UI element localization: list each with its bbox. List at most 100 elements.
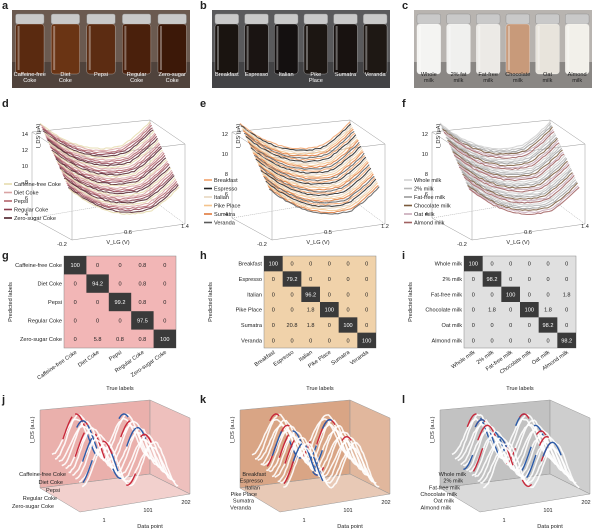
transfer-curve [465, 179, 577, 208]
transfer-curve [463, 173, 574, 202]
jar-label: Sumatra [335, 72, 357, 78]
matrix-value: 0 [546, 277, 549, 283]
transfer-curve [253, 151, 364, 180]
panel-letter-k: k [200, 394, 207, 406]
jar-lid [15, 13, 45, 25]
highlight-segment [102, 440, 113, 455]
chart-3d-coffee-transfer-curves: 12 10 8 6 4 I_DS (μA) -0.2 0.5 1.2 V_LG (V) Breakf… [204, 119, 389, 248]
matrix-value: 94.2 [92, 282, 103, 288]
matrix-value: 1.8 [544, 308, 552, 314]
matrix-value: 0 [528, 262, 531, 268]
jar-label: Regular Coke [127, 72, 147, 84]
row-label: Fat-free milk [431, 292, 462, 298]
category-label: Zero-sugar Coke [12, 504, 54, 510]
legend-label: Chocolate milk [414, 204, 451, 210]
matrix-value: 0 [490, 338, 493, 344]
highlight-segment [82, 459, 93, 483]
transfer-curve [443, 131, 555, 159]
waveform [279, 446, 377, 484]
category-label: Sumatra [233, 499, 255, 505]
x-tick-label: 1.4 [181, 224, 189, 230]
transfer-curve [267, 182, 378, 212]
highlight-segment [112, 468, 123, 479]
matrix-value: 0 [272, 277, 275, 283]
panel-letter-j: j [2, 394, 6, 406]
matrix-cell-high [538, 317, 558, 333]
legend-label: Veranda [214, 221, 236, 227]
z-tick-label: 6 [225, 192, 228, 198]
transfer-curve [242, 128, 354, 157]
highlight-segment [519, 413, 530, 419]
transfer-curve [44, 132, 156, 161]
highlight-segment [271, 431, 283, 457]
legend-label: Pike Place [214, 204, 240, 210]
x-axis-label: Data point [537, 524, 563, 530]
matrix-value: 0.8 [139, 337, 147, 343]
highlight-segment [477, 424, 488, 441]
photo-soda-jars: Caffeine-free Coke Diet Coke Pepsi Regular Cok… [12, 10, 190, 88]
highlight-segment [120, 420, 131, 438]
transfer-curve [467, 182, 578, 211]
matrix-value: 0 [365, 277, 368, 283]
floor [439, 473, 591, 513]
photo-milk-jars: Whole milk 2% fat milk Fat-free milk Chocolate… [414, 10, 592, 88]
row-label: Italian [247, 292, 262, 298]
transfer-curve [61, 169, 173, 198]
jar-liquid [122, 23, 152, 75]
highlight-segment [288, 440, 300, 459]
z-axis-label: I_DS (μA) [236, 124, 242, 149]
axis-line [231, 217, 273, 241]
z-tick-label: 8 [25, 180, 28, 186]
x-tick-label: 1.4 [581, 224, 589, 230]
transfer-curve [457, 160, 568, 189]
matrix-value: 100 [269, 262, 278, 268]
x-tick-label: -0.2 [257, 242, 267, 248]
jar-highlight [53, 26, 56, 70]
highlight-segment [292, 430, 303, 445]
z-tick-label: 12 [422, 132, 428, 138]
matrix-value: 0 [565, 277, 568, 283]
jar-highlight [335, 26, 338, 70]
axis-line [549, 197, 586, 225]
matrix-value: 0 [346, 262, 349, 268]
col-label: Caffeine-free Coke [37, 350, 79, 382]
matrix-value: 0 [490, 262, 493, 268]
jar-highlight [88, 26, 91, 70]
category-label: Pike Place [231, 492, 257, 498]
matrix-value: 1.8 [307, 323, 315, 329]
transfer-curve [48, 142, 160, 170]
row-label: Zero-sugar Coke [20, 337, 62, 343]
axis-line [549, 119, 586, 145]
transfer-curve [444, 132, 556, 161]
matrix-value: 0 [546, 262, 549, 268]
z-axis-label: I_DS (μA) [36, 124, 42, 149]
transfer-curve [249, 143, 361, 172]
highlight-segment [86, 424, 98, 449]
x-tick-label: 101 [343, 508, 352, 514]
matrix-value: 0 [96, 300, 99, 306]
jar-lid [50, 13, 80, 25]
category-label: Regular Coke [23, 496, 57, 502]
matrix-value: 0.8 [139, 300, 147, 306]
panel-letter-c: c [402, 0, 409, 12]
matrix-value: 0 [509, 323, 512, 329]
transfer-curve [255, 156, 367, 185]
z-tick-label: 10 [422, 152, 428, 158]
matrix-value: 0 [472, 292, 475, 298]
jar-liquid [363, 23, 388, 75]
highlight-segment [321, 418, 333, 429]
z-tick-label: 14 [22, 132, 28, 138]
matrix-cell-high [357, 332, 376, 348]
matrix-value: 0 [509, 308, 512, 314]
jar-liquid [303, 23, 328, 75]
highlight-segment [62, 416, 73, 440]
jar-label: Caffeine-free Coke [14, 72, 46, 84]
transfer-curve [247, 139, 359, 169]
transfer-curve [60, 167, 172, 197]
matrix-value: 0 [472, 277, 475, 283]
row-label: Veranda [241, 338, 263, 344]
highlight-segment [76, 420, 87, 428]
transfer-curve [39, 121, 151, 150]
matrix-value: 100 [71, 263, 80, 269]
transfer-curve [68, 186, 180, 215]
